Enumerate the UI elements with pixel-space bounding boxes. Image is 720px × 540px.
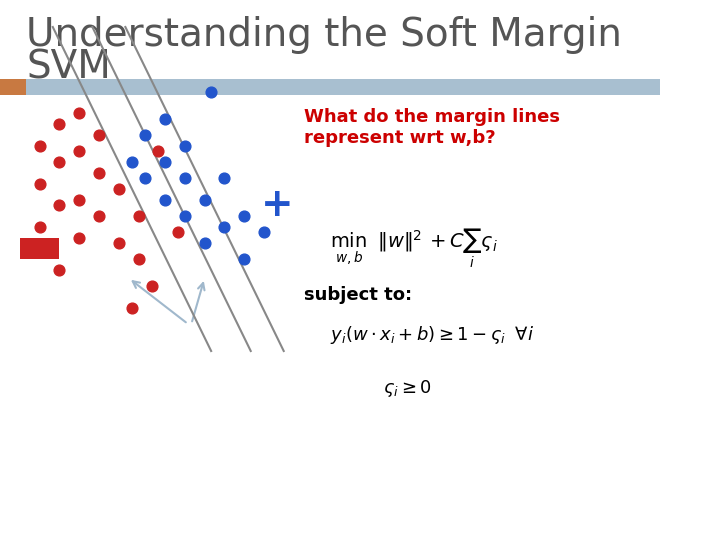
Point: [199, 239, 210, 247]
Point: [93, 212, 104, 220]
Point: [140, 174, 151, 183]
Point: [238, 255, 250, 264]
Point: [53, 158, 65, 166]
Point: [93, 168, 104, 177]
Text: SVM: SVM: [27, 49, 111, 86]
Point: [140, 131, 151, 139]
Point: [113, 239, 125, 247]
Point: [53, 266, 65, 274]
Text: subject to:: subject to:: [304, 286, 412, 304]
Point: [172, 228, 184, 237]
Point: [93, 131, 104, 139]
Point: [146, 282, 158, 291]
Text: Understanding the Soft Margin: Understanding the Soft Margin: [27, 16, 622, 54]
Point: [113, 185, 125, 193]
Point: [238, 212, 250, 220]
Point: [34, 222, 45, 231]
Text: $\varsigma_i \geq 0$: $\varsigma_i \geq 0$: [383, 378, 431, 399]
Point: [159, 114, 171, 123]
Point: [132, 212, 144, 220]
Point: [179, 141, 191, 150]
Text: +: +: [261, 186, 294, 224]
Point: [159, 158, 171, 166]
Point: [132, 255, 144, 264]
Point: [73, 147, 85, 156]
Point: [258, 228, 270, 237]
Point: [34, 141, 45, 150]
Point: [199, 195, 210, 204]
Point: [179, 212, 191, 220]
Text: What do the margin lines
represent wrt w,b?: What do the margin lines represent wrt w…: [304, 108, 559, 147]
Point: [53, 201, 65, 210]
Point: [219, 222, 230, 231]
FancyBboxPatch shape: [0, 79, 27, 94]
Text: $\min_{w,b} \;\; \|w\|^2 + C\sum_i \varsigma_i$: $\min_{w,b} \;\; \|w\|^2 + C\sum_i \vars…: [330, 227, 498, 270]
Text: $y_i(w \cdot x_i + b) \geq 1 - \varsigma_i \;\; \forall i$: $y_i(w \cdot x_i + b) \geq 1 - \varsigma…: [330, 324, 534, 346]
Point: [179, 174, 191, 183]
Point: [73, 233, 85, 242]
FancyBboxPatch shape: [19, 238, 59, 259]
Point: [219, 174, 230, 183]
Point: [34, 179, 45, 188]
Point: [153, 147, 164, 156]
Point: [126, 303, 138, 312]
Point: [126, 158, 138, 166]
Point: [73, 109, 85, 118]
Point: [73, 195, 85, 204]
Point: [159, 195, 171, 204]
FancyBboxPatch shape: [0, 79, 660, 94]
Point: [53, 120, 65, 129]
Point: [205, 87, 217, 96]
